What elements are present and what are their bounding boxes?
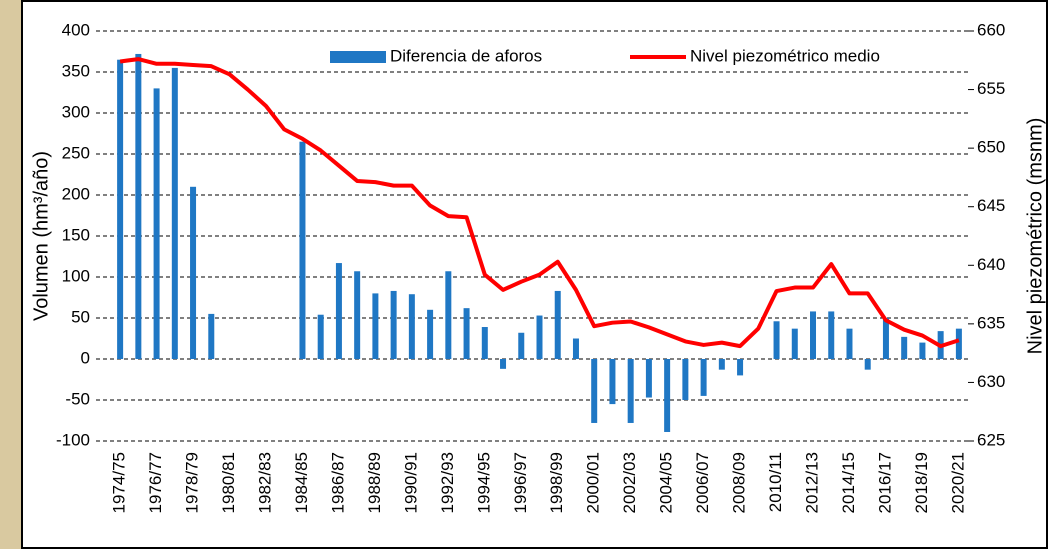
bar	[828, 311, 834, 359]
x-tick-label: 2018/19	[912, 452, 931, 513]
x-tick-label: 1988/89	[365, 452, 384, 513]
bar	[555, 291, 561, 359]
bar	[482, 327, 488, 359]
x-tick-label: 2008/09	[730, 452, 749, 513]
x-tick-label: 1984/85	[292, 452, 311, 513]
bar	[172, 68, 178, 359]
bar	[117, 60, 123, 359]
bar	[701, 359, 707, 396]
x-tick-label: 1998/99	[547, 452, 566, 513]
y-tick-label: -100	[56, 430, 90, 449]
bar	[810, 311, 816, 359]
x-tick-label: 2000/01	[584, 452, 603, 513]
legend-swatch	[330, 51, 386, 63]
y-tick-label: -50	[65, 389, 90, 408]
x-tick-label: 1994/95	[474, 452, 493, 513]
bar	[682, 359, 688, 400]
y2-tick-label: 660	[977, 20, 1005, 39]
legend-label: Diferencia de aforos	[390, 46, 542, 65]
bar	[427, 310, 433, 359]
x-tick-label: 2010/11	[766, 452, 785, 512]
y-tick-label: 100	[62, 266, 90, 285]
y-tick-label: 0	[81, 348, 90, 367]
x-tick-label: 1992/93	[438, 452, 457, 513]
x-tick-label: 1990/91	[401, 452, 420, 513]
y-axis-title: Volumen (hm³/año)	[30, 151, 52, 321]
bar	[299, 142, 305, 359]
bar	[518, 333, 524, 359]
bar	[591, 359, 597, 423]
bar	[865, 359, 871, 370]
bar	[901, 337, 907, 359]
y-tick-label: 200	[62, 184, 90, 203]
x-tick-label: 2002/03	[620, 452, 639, 513]
bar	[135, 54, 141, 359]
x-tick-label: 1996/97	[511, 452, 530, 513]
bar	[409, 294, 415, 359]
bar	[774, 321, 780, 359]
y-tick-label: 150	[62, 225, 90, 244]
bar	[628, 359, 634, 423]
y-tick-label: 50	[71, 307, 90, 326]
bar	[792, 329, 798, 359]
y-tick-label: 300	[62, 102, 90, 121]
bar	[573, 339, 579, 360]
bar	[737, 359, 743, 375]
x-tick-label: 1974/75	[110, 452, 129, 513]
x-tick-label: 2012/13	[802, 452, 821, 513]
bar	[956, 329, 962, 359]
bar	[646, 359, 652, 398]
bar	[883, 318, 889, 359]
bar	[154, 88, 160, 359]
y2-tick-label: 625	[977, 430, 1005, 449]
y-tick-label: 350	[62, 61, 90, 80]
legend-label: Nivel piezométrico medio	[690, 46, 880, 65]
y-tick-label: 400	[62, 20, 90, 39]
y2-tick-label: 650	[977, 138, 1005, 157]
bar	[464, 308, 470, 359]
y2-tick-label: 645	[977, 196, 1005, 215]
chart: Volumen (hm³/año) Nivel piezométrico (ms…	[0, 0, 1048, 549]
x-tick-label: 2014/15	[839, 452, 858, 513]
x-tick-label: 1980/81	[219, 452, 238, 513]
bar	[537, 316, 543, 359]
x-tick-label: 2016/17	[875, 452, 894, 513]
x-tick-label: 1978/79	[183, 452, 202, 513]
bar	[609, 359, 615, 404]
bar	[336, 263, 342, 359]
bar	[190, 187, 196, 359]
map-strip	[0, 0, 24, 549]
bar	[318, 315, 324, 359]
bar	[354, 271, 360, 359]
y2-axis-title: Nivel piezométrico (msnm)	[1024, 118, 1046, 355]
bar	[391, 291, 397, 359]
bar	[719, 359, 725, 370]
y-tick-label: 250	[62, 143, 90, 162]
bar	[445, 271, 451, 359]
x-tick-label: 1986/87	[328, 452, 347, 513]
bar	[919, 343, 925, 359]
bar	[664, 359, 670, 432]
y2-tick-label: 630	[977, 372, 1005, 391]
y2-tick-label: 655	[977, 79, 1005, 98]
x-tick-label: 1976/77	[146, 452, 165, 513]
bar	[500, 359, 506, 369]
x-tick-label: 2006/07	[693, 452, 712, 513]
y2-tick-label: 635	[977, 313, 1005, 332]
x-tick-label: 1982/83	[255, 452, 274, 513]
x-tick-label: 2004/05	[657, 452, 676, 513]
bar	[208, 314, 214, 359]
bar	[846, 329, 852, 359]
bar	[372, 293, 378, 359]
y2-tick-label: 640	[977, 255, 1005, 274]
x-tick-label: 2020/21	[948, 452, 967, 513]
